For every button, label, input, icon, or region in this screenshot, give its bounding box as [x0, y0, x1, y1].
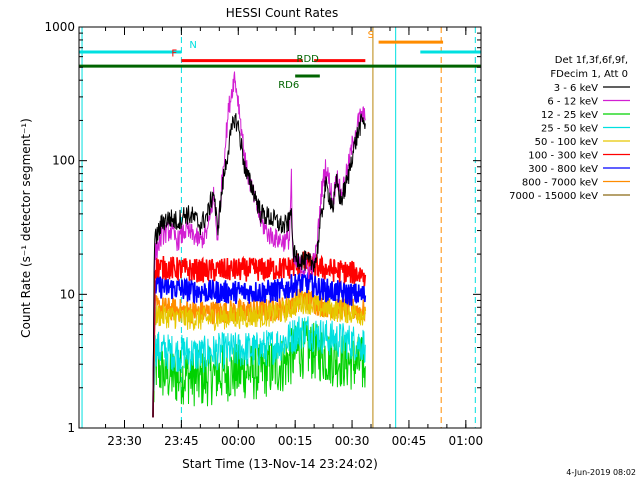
attenuator-label-rdd: RDD — [297, 54, 320, 65]
series-line — [152, 316, 366, 418]
x-tick-label: 23:45 — [164, 434, 199, 448]
y-axis-label: Count Rate (s⁻¹ detector segment⁻¹) — [19, 118, 33, 338]
chart-title: HESSI Count Rates — [226, 6, 338, 20]
series-line — [152, 291, 366, 418]
x-tick-label: 00:30 — [335, 434, 370, 448]
x-tick-label: 00:00 — [221, 434, 256, 448]
attenuator-label-rd6: RD6 — [278, 80, 299, 91]
legend-header-line-2: FDecim 1, Att 0 — [550, 69, 628, 80]
attenuator-label-n: N — [189, 40, 196, 51]
attenuator-label-f: F — [171, 49, 177, 60]
y-tick-label: 10 — [60, 287, 75, 301]
legend-label: 300 - 800 keV — [528, 164, 598, 175]
legend-header-line-1: Det 1f,3f,6f,9f, — [555, 55, 628, 66]
x-tick-label: 23:30 — [107, 434, 142, 448]
legend-label: 3 - 6 keV — [554, 83, 598, 94]
legend-label: 25 - 50 keV — [541, 124, 598, 135]
x-tick-label: 00:15 — [278, 434, 313, 448]
footer-date: 4-Jun-2019 08:02 — [566, 468, 636, 477]
x-axis-label: Start Time (13-Nov-14 23:24:02) — [182, 457, 378, 471]
plot-area: N F S RDD RD6 — [79, 27, 481, 428]
axes: 1 10 100 1000 23:30 23:45 00:00 00:15 00:30 00:45… — [44, 20, 483, 448]
y-tick-label: 1 — [67, 421, 75, 435]
x-tick-label: 00:45 — [392, 434, 427, 448]
legend-label: 6 - 12 keV — [547, 97, 598, 108]
y-tick-label: 1000 — [44, 20, 75, 34]
plot-frame — [78, 26, 482, 429]
series-line — [152, 251, 367, 418]
series-line — [152, 270, 367, 418]
legend-label: 800 - 7000 keV — [522, 178, 598, 189]
series-line — [152, 113, 366, 418]
x-tick-label: 01:00 — [449, 434, 484, 448]
legend: Det 1f,3f,6f,9f, FDecim 1, Att 0 3 - 6 k… — [509, 55, 630, 202]
y-tick-label: 100 — [52, 154, 75, 168]
attenuator-label-s: S — [368, 30, 374, 41]
legend-label: 12 - 25 keV — [541, 110, 598, 121]
legend-label: 50 - 100 keV — [535, 137, 599, 148]
legend-label: 100 - 300 keV — [528, 151, 598, 162]
legend-label: 7000 - 15000 keV — [509, 191, 598, 202]
